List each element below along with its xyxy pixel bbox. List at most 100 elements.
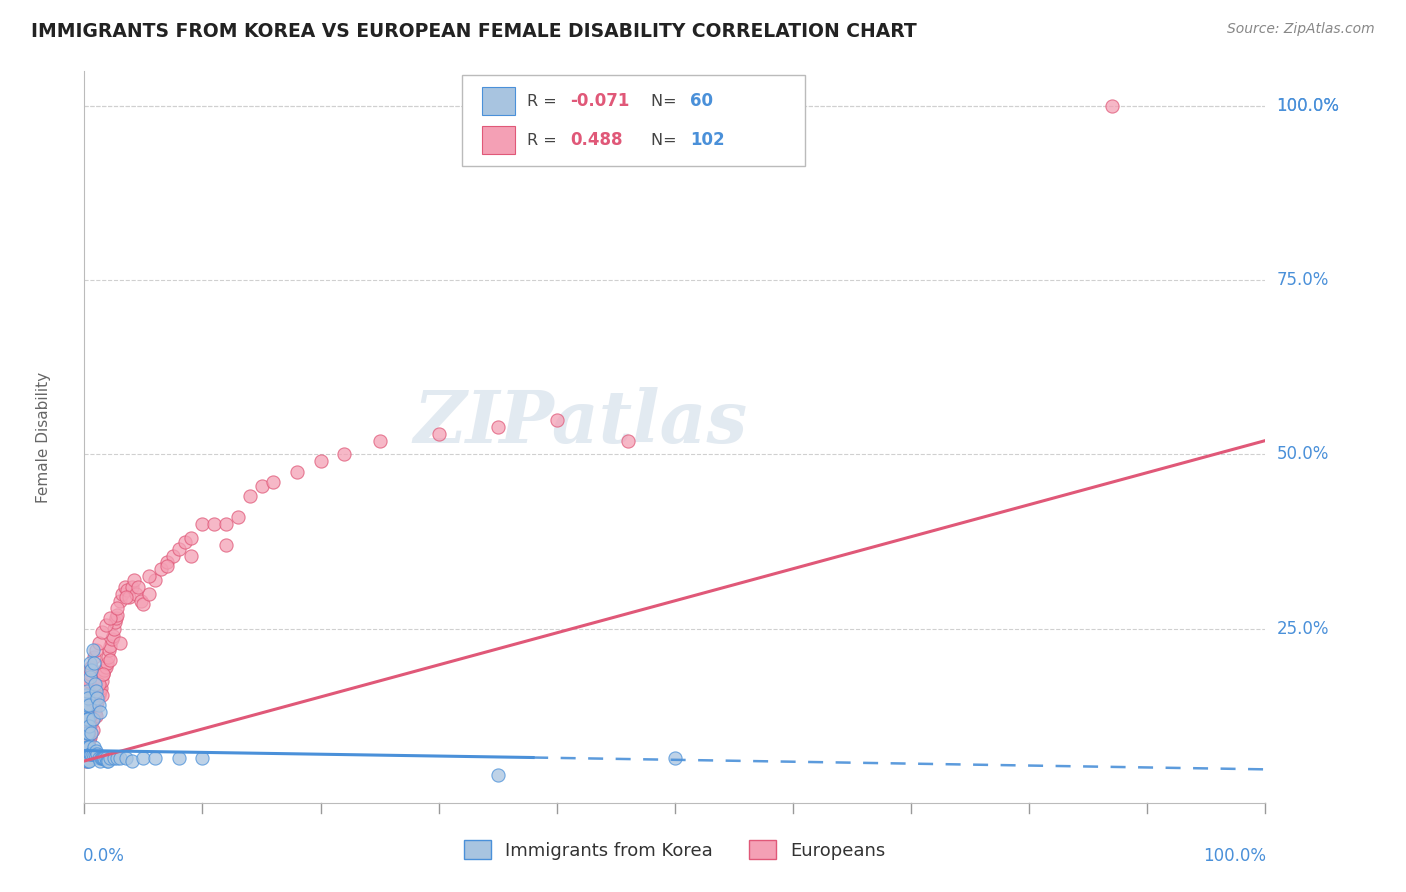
Point (76, 750, 98, 764)
Point (87, 688, 110, 702)
Point (76, 688, 98, 702)
Point (427, 426, 450, 441)
Point (309, 454, 332, 468)
Point (80, 747, 103, 761)
Point (107, 750, 129, 764)
Point (84, 747, 107, 761)
Point (82, 747, 104, 761)
Point (76, 733, 98, 747)
Text: N=: N= (651, 94, 682, 109)
Point (76, 740, 98, 755)
Point (76, 740, 98, 755)
Point (94, 750, 117, 764)
Point (76, 730, 98, 744)
Point (90, 681, 112, 695)
Point (138, 587, 160, 601)
Point (87, 677, 110, 691)
Point (215, 517, 238, 532)
Point (98, 653, 121, 667)
Point (77, 737, 100, 751)
Point (80, 660, 103, 674)
Point (84, 698, 107, 713)
Point (76, 684, 98, 698)
Point (82, 698, 104, 713)
Point (82, 642, 104, 657)
Text: Female Disability: Female Disability (35, 371, 51, 503)
Point (91, 667, 114, 681)
Point (91, 667, 114, 681)
Point (86, 747, 108, 761)
Point (118, 591, 141, 605)
Point (202, 517, 225, 532)
Point (77, 673, 100, 688)
Point (90, 750, 112, 764)
Point (77, 726, 100, 740)
Point (82, 723, 104, 737)
Point (167, 750, 190, 764)
Point (285, 465, 308, 479)
Point (79, 657, 101, 671)
Point (138, 569, 160, 583)
Point (79, 670, 101, 684)
Point (79, 708, 101, 723)
Point (84, 743, 107, 757)
Text: Source: ZipAtlas.com: Source: ZipAtlas.com (1227, 22, 1375, 37)
Point (98, 642, 121, 657)
Point (191, 517, 214, 532)
Point (82, 712, 104, 726)
Point (77, 740, 100, 755)
Point (91, 688, 114, 702)
Point (93, 664, 115, 678)
FancyBboxPatch shape (463, 75, 804, 167)
Point (77, 726, 100, 740)
Point (79, 730, 101, 744)
Text: 75.0%: 75.0% (1277, 271, 1329, 289)
Point (664, 750, 686, 764)
Text: 0.0%: 0.0% (83, 847, 125, 864)
Point (1101, 99, 1123, 113)
Point (77, 719, 100, 733)
Point (96, 754, 118, 768)
Point (125, 587, 148, 601)
FancyBboxPatch shape (482, 87, 516, 115)
Point (86, 695, 108, 709)
Point (87, 698, 110, 713)
Text: 100.0%: 100.0% (1204, 847, 1267, 864)
FancyBboxPatch shape (482, 126, 516, 154)
Text: 102: 102 (690, 131, 725, 149)
Point (91, 750, 114, 764)
Point (121, 580, 143, 594)
Point (108, 635, 131, 649)
Point (75, 688, 97, 702)
Point (79, 747, 101, 761)
Point (173, 534, 195, 549)
Point (84, 708, 107, 723)
Text: 25.0%: 25.0% (1277, 620, 1329, 638)
Point (616, 434, 638, 448)
Point (77, 726, 100, 740)
Point (98, 639, 121, 653)
Point (127, 580, 149, 594)
Point (103, 622, 125, 636)
Point (114, 750, 136, 764)
Point (156, 556, 179, 570)
Point (91, 673, 114, 688)
Point (132, 750, 155, 764)
Point (77, 715, 100, 730)
Point (215, 538, 238, 552)
Point (167, 541, 190, 556)
Point (84, 684, 107, 698)
Point (77, 723, 100, 737)
Point (180, 549, 202, 563)
Point (83, 649, 105, 664)
Text: R =: R = (527, 94, 562, 109)
Text: 60: 60 (690, 93, 713, 111)
Point (143, 750, 166, 764)
Point (76, 754, 98, 768)
Point (250, 479, 273, 493)
Point (76, 698, 98, 713)
Point (84, 642, 107, 657)
Point (77, 747, 100, 761)
Point (83, 708, 105, 723)
Point (111, 587, 134, 601)
